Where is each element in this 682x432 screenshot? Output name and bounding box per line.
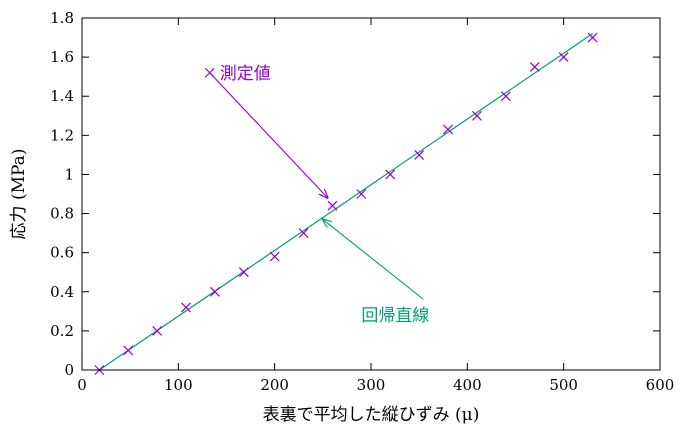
data-point (558, 52, 569, 63)
data-point (181, 302, 191, 313)
y-tick-label: 1.6 (50, 48, 74, 66)
data-point (356, 189, 367, 199)
y-tick-label: 0.8 (50, 205, 74, 223)
x-tick-label: 0 (77, 376, 87, 394)
y-axis-ticks: 0 0.2 0.4 0.6 0.8 1 1.2 1.4 1.6 1.8 (50, 9, 660, 379)
data-point (472, 110, 482, 121)
data-point (238, 267, 249, 278)
data-point (500, 91, 511, 102)
data-points-layer (94, 32, 598, 375)
data-point (587, 32, 598, 43)
data-point (123, 345, 134, 356)
y-tick-label: 0.4 (50, 283, 74, 301)
x-tick-label: 600 (646, 376, 675, 394)
annotation-label: 回帰直線 (361, 306, 429, 326)
y-tick-label: 1.8 (50, 9, 74, 27)
x-axis-title: 表裏で平均した縦ひずみ (μ) (263, 404, 480, 425)
x-axis-ticks: 0 100 200 300 400 500 600 (77, 18, 674, 394)
data-point (269, 251, 280, 262)
data-point (529, 61, 540, 72)
data-point (443, 124, 453, 135)
regression-line (99, 33, 593, 371)
x-tick-label: 400 (453, 376, 482, 394)
y-tick-label: 1 (64, 165, 74, 183)
y-tick-label: 0 (64, 361, 74, 379)
annotation-marker (204, 67, 215, 78)
data-point (385, 169, 396, 180)
x-tick-label: 200 (260, 376, 289, 394)
data-point (298, 228, 309, 239)
annotation-arrow (209, 72, 328, 198)
annotation-arrow (323, 219, 424, 300)
regression-line-layer (99, 33, 593, 371)
y-tick-label: 1.2 (50, 126, 74, 144)
data-point (152, 325, 163, 336)
data-point (414, 149, 425, 160)
annotation-label: 測定値 (220, 64, 271, 84)
x-tick-label: 500 (549, 376, 578, 394)
x-tick-label: 300 (357, 376, 386, 394)
y-tick-label: 0.2 (50, 322, 74, 340)
data-point (210, 286, 220, 297)
y-tick-label: 0.6 (50, 244, 74, 262)
x-tick-label: 100 (164, 376, 193, 394)
y-tick-label: 1.4 (50, 87, 74, 105)
data-point (327, 200, 338, 211)
y-axis-title: 応力 (MPa) (9, 149, 29, 240)
